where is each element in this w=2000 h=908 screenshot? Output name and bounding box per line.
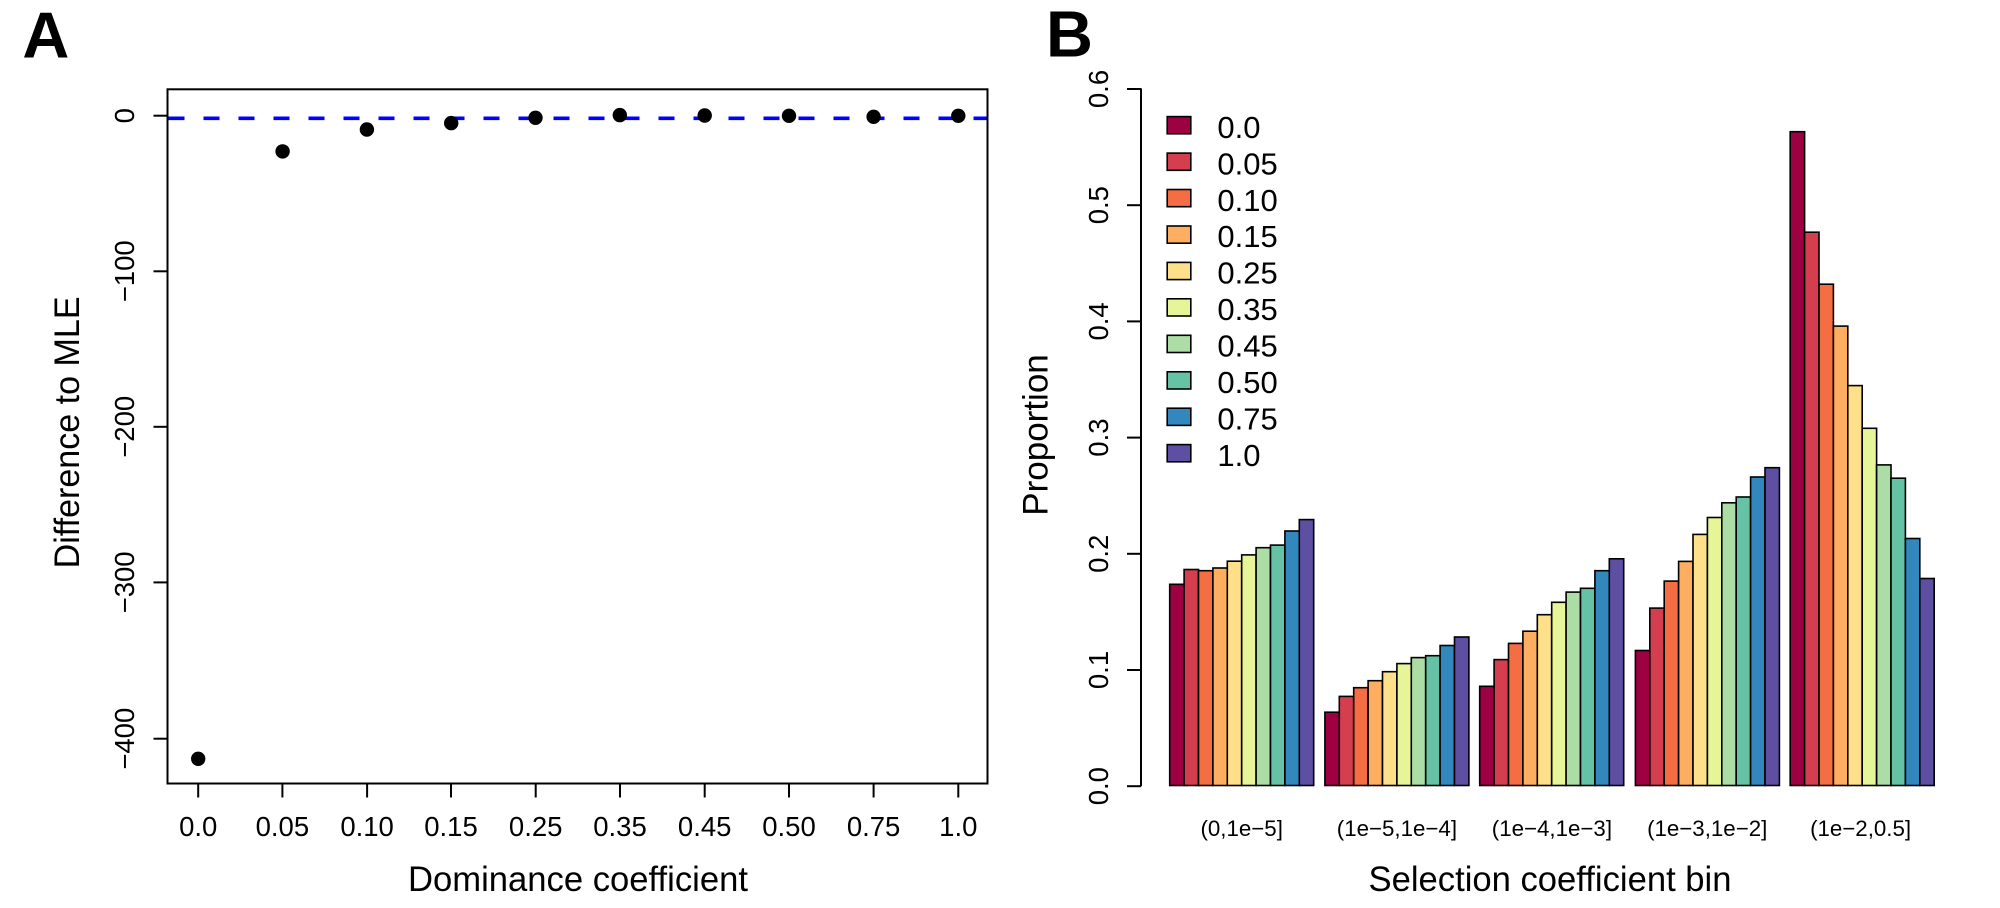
svg-text:(0,1e−5]: (0,1e−5] — [1200, 816, 1282, 841]
svg-text:0.10: 0.10 — [1217, 183, 1277, 218]
svg-text:−400: −400 — [109, 708, 140, 770]
svg-text:0.35: 0.35 — [1217, 292, 1277, 327]
svg-text:(1e−4,1e−3]: (1e−4,1e−3] — [1492, 816, 1612, 841]
svg-text:0.50: 0.50 — [762, 811, 816, 842]
svg-text:(1e−3,1e−2]: (1e−3,1e−2] — [1647, 816, 1767, 841]
svg-text:0.50: 0.50 — [1217, 365, 1277, 400]
svg-text:1.0: 1.0 — [939, 811, 977, 842]
svg-text:Dominance coefficient: Dominance coefficient — [408, 860, 748, 899]
svg-text:0: 0 — [109, 108, 140, 123]
svg-text:0.1: 0.1 — [1083, 651, 1114, 689]
svg-text:0.75: 0.75 — [847, 811, 901, 842]
svg-text:0.5: 0.5 — [1083, 186, 1114, 224]
svg-text:0.3: 0.3 — [1083, 418, 1114, 456]
svg-text:Selection coefficient bin: Selection coefficient bin — [1369, 860, 1732, 899]
svg-text:0.25: 0.25 — [509, 811, 563, 842]
svg-text:0.05: 0.05 — [1217, 146, 1277, 181]
svg-text:(1e−5,1e−4]: (1e−5,1e−4] — [1337, 816, 1457, 841]
svg-text:0.10: 0.10 — [340, 811, 394, 842]
svg-text:0.15: 0.15 — [424, 811, 478, 842]
svg-text:B: B — [1046, 0, 1093, 70]
svg-text:0.0: 0.0 — [1083, 767, 1114, 805]
svg-text:Difference to MLE: Difference to MLE — [48, 296, 87, 568]
svg-text:0.4: 0.4 — [1083, 302, 1114, 340]
svg-text:0.45: 0.45 — [1217, 329, 1277, 364]
svg-text:0.6: 0.6 — [1083, 70, 1114, 108]
svg-text:−300: −300 — [109, 551, 140, 613]
svg-text:0.15: 0.15 — [1217, 219, 1277, 254]
svg-text:Proportion: Proportion — [1017, 354, 1056, 515]
svg-text:0.0: 0.0 — [179, 811, 217, 842]
svg-text:0.2: 0.2 — [1083, 535, 1114, 573]
svg-text:0.25: 0.25 — [1217, 256, 1277, 291]
svg-text:A: A — [22, 0, 69, 72]
svg-text:−200: −200 — [109, 396, 140, 458]
svg-text:(1e−2,0.5]: (1e−2,0.5] — [1810, 816, 1911, 841]
svg-text:0.45: 0.45 — [678, 811, 732, 842]
svg-text:0.75: 0.75 — [1217, 402, 1277, 437]
svg-text:0.05: 0.05 — [256, 811, 310, 842]
svg-text:0.0: 0.0 — [1217, 110, 1260, 145]
svg-text:1.0: 1.0 — [1217, 438, 1260, 473]
svg-text:0.35: 0.35 — [593, 811, 647, 842]
svg-text:−100: −100 — [109, 240, 140, 302]
